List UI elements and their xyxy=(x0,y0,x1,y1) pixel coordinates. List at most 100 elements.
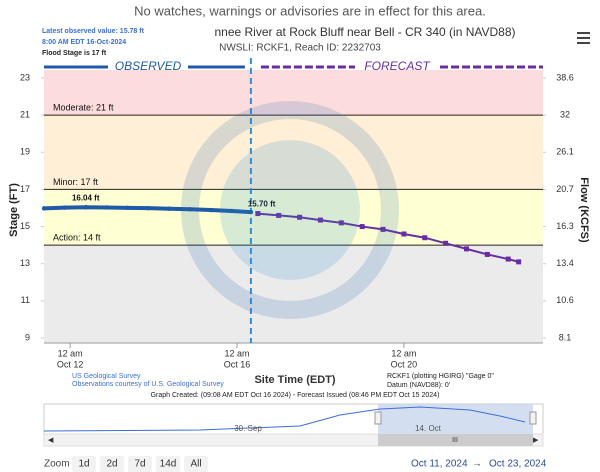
x-axis-title: Site Time (EDT) xyxy=(254,374,335,386)
y-tick-label: 21 xyxy=(20,110,30,120)
y2-tick-label: 38.6 xyxy=(556,72,574,82)
watermark-disc xyxy=(220,140,360,280)
y2-tick-label: 10.6 xyxy=(556,295,574,305)
data-point xyxy=(166,206,172,211)
data-point xyxy=(41,206,47,211)
y-tick-label: 23 xyxy=(20,72,30,82)
scroll-left[interactable]: ◀ xyxy=(48,437,54,444)
data-point xyxy=(297,214,303,220)
data-label: 15.70 ft xyxy=(248,200,276,209)
chart-title: nnee River at Rock Bluff near Bell - CR … xyxy=(214,25,515,39)
y2-tick-label: 20.7 xyxy=(556,184,574,194)
data-point xyxy=(484,251,490,257)
data-point xyxy=(505,256,511,262)
range-to[interactable]: Oct 23, 2024 xyxy=(489,459,547,470)
data-point xyxy=(62,205,68,210)
data-point xyxy=(380,226,386,232)
zoom-label: Zoom xyxy=(44,459,70,470)
range-arrow: → xyxy=(472,459,482,470)
data-point xyxy=(187,207,193,212)
navigator-label: 14. Oct xyxy=(415,424,442,433)
y2-axis-title: Flow (KCFS) xyxy=(578,177,590,243)
latest-time: 8:00 AM EDT 16-Oct-2024 xyxy=(42,39,126,46)
scrollbar-thumb[interactable] xyxy=(378,434,533,446)
data-point xyxy=(443,240,449,246)
zoom-button[interactable]: 1d xyxy=(78,459,89,470)
flood-stage-note: Flood Stage is 17 ft xyxy=(42,50,107,57)
data-point xyxy=(248,209,254,215)
navigator-handle[interactable] xyxy=(529,411,537,425)
credit: US Geological Survey xyxy=(72,373,141,380)
latest-value: Latest observed value: 15.78 ft xyxy=(42,28,145,35)
data-label: 16.04 ft xyxy=(72,193,100,202)
watermark-ring xyxy=(181,101,399,319)
x-tick-sublabel: Oct 16 xyxy=(224,359,251,369)
zoom-button-bg xyxy=(100,456,124,472)
zoom-button[interactable]: 2d xyxy=(106,459,117,470)
data-point xyxy=(208,207,214,213)
navigator-line xyxy=(43,406,526,432)
x-tick-label: 12 am xyxy=(224,348,249,358)
data-point xyxy=(422,235,428,241)
gage-info: Datum (NAVD88): 0' xyxy=(387,382,450,389)
forecast-label: FORECAST xyxy=(364,59,431,73)
threshold-label: Action: 14 ft xyxy=(53,233,101,243)
y-tick-label: 11 xyxy=(21,295,30,305)
data-point xyxy=(104,205,109,210)
flood-band xyxy=(44,70,543,116)
data-point xyxy=(317,217,323,223)
y-tick-label: 19 xyxy=(20,147,30,157)
x-tick-sublabel: Oct 20 xyxy=(391,359,418,369)
banner: No watches, warnings or advisories are i… xyxy=(134,3,486,18)
zoom-button[interactable]: 14d xyxy=(160,459,177,470)
scroll-right[interactable]: ▶ xyxy=(533,437,539,444)
zoom-button-bg xyxy=(184,456,208,472)
x-tick-label: 12 am xyxy=(391,348,416,358)
watermark xyxy=(181,101,399,319)
menu-icon[interactable] xyxy=(577,32,590,44)
menu-bar xyxy=(577,42,590,44)
data-point xyxy=(516,259,522,265)
data-point xyxy=(401,231,407,237)
data-point xyxy=(463,246,469,252)
zoom-button[interactable]: All xyxy=(190,459,201,470)
menu-bar xyxy=(577,32,590,34)
data-point xyxy=(146,205,151,211)
data-point xyxy=(83,205,88,210)
gage-info: RCKF1 (plotting HGIRG) "Gage 0" xyxy=(387,373,494,380)
y-tick-label: 15 xyxy=(20,221,30,231)
data-point xyxy=(359,224,365,230)
navigator[interactable]: 30. Sep 14. Oct III ◀ ▶ xyxy=(43,403,544,447)
navigator-selection xyxy=(378,404,533,434)
y2-tick-label: 26.1 xyxy=(556,147,574,157)
range-from[interactable]: Oct 11, 2024 xyxy=(411,459,468,470)
y2-tick-label: 16.3 xyxy=(556,221,574,231)
navigator-handle[interactable] xyxy=(374,411,382,425)
threshold-label: Moderate: 21 ft xyxy=(53,103,114,113)
graph-created: Graph Created: (09:08 AM EDT Oct 16 2024… xyxy=(151,392,440,399)
y-tick-label: 9 xyxy=(25,332,30,342)
threshold-label: Minor: 17 ft xyxy=(53,177,99,187)
data-point xyxy=(276,212,282,218)
scrollbar-grip: III xyxy=(452,437,458,444)
data-point xyxy=(255,211,261,217)
y2-tick-label: 32 xyxy=(560,110,570,120)
zoom-button-bg xyxy=(156,456,180,472)
data-point xyxy=(229,208,234,214)
observed-label: OBSERVED xyxy=(115,59,182,73)
y-tick-label: 17 xyxy=(20,184,30,194)
navigator-label: 30. Sep xyxy=(234,424,262,433)
zoom-button[interactable]: 7d xyxy=(134,459,145,470)
data-point xyxy=(338,220,344,226)
y2-tick-label: 8.1 xyxy=(559,332,572,342)
zoom-button-bg xyxy=(72,456,96,472)
chart-subtitle: NWSLI: RCKF1, Reach ID: 2232703 xyxy=(219,43,381,54)
y-axis-title: Stage (FT) xyxy=(8,183,20,237)
series-line xyxy=(257,212,519,263)
data-point xyxy=(125,205,130,211)
zoom-buttons: 1d 2d 7d 14d All xyxy=(72,456,208,472)
plot-area: Action: 14 ft Minor: 17 ft Moderate: 21 ft… xyxy=(20,58,574,369)
zoom-button-bg xyxy=(128,456,152,472)
flood-band xyxy=(44,115,543,190)
